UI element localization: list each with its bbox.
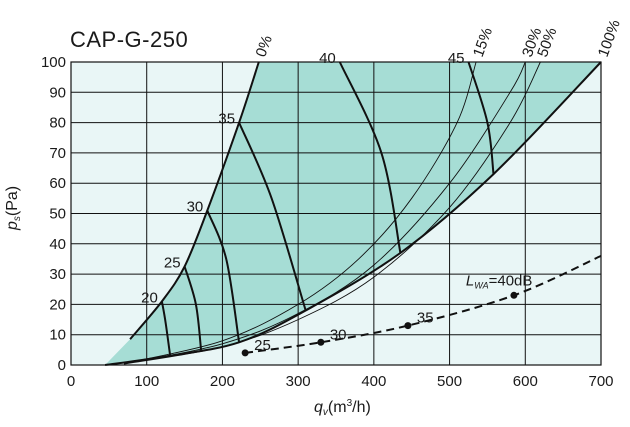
damper-curve <box>129 61 260 340</box>
y-tick-label: 60 <box>49 175 66 192</box>
chart-title: CAP-G-250 <box>70 27 189 52</box>
damper-curve-label: 15% <box>470 25 496 59</box>
noise-curve-label: 25 <box>164 255 181 272</box>
y-tick-label: 10 <box>49 327 66 344</box>
noise-curve-label: 40 <box>319 50 336 67</box>
lwa-marker-label: 30 <box>330 326 347 343</box>
noise-curve <box>467 61 495 175</box>
lwa-marker <box>510 291 518 299</box>
y-tick-label: 70 <box>49 145 66 162</box>
x-tick-label: 700 <box>588 373 613 390</box>
noise-curve <box>206 210 241 343</box>
lwa-marker <box>317 338 325 346</box>
plot-frame <box>70 61 602 366</box>
x-tick-label: 100 <box>134 373 159 390</box>
x-tick-label: 500 <box>437 373 462 390</box>
x-tick-label: 600 <box>513 373 538 390</box>
y-tick-label: 40 <box>49 236 66 253</box>
x-tick-label: 200 <box>210 373 235 390</box>
noise-curve <box>238 122 307 311</box>
lwa-marker <box>404 322 412 330</box>
x-tick-label: 300 <box>286 373 311 390</box>
y-tick-label: 0 <box>58 357 66 374</box>
noise-curve-label: 30 <box>187 198 204 215</box>
damper-curve <box>123 61 477 364</box>
lwa-marker-label: 25 <box>254 337 271 354</box>
noise-curve <box>183 266 203 352</box>
lwa-dashed-line <box>244 254 602 354</box>
noise-curve <box>338 61 402 254</box>
lwa-marker <box>241 349 249 357</box>
y-tick-label: 30 <box>49 266 66 283</box>
noise-curve-label: 35 <box>218 111 235 128</box>
x-tick-label: 0 <box>67 373 75 390</box>
y-tick-label: 100 <box>41 54 66 71</box>
noise-curve-label: 20 <box>141 289 158 306</box>
x-tick-label: 400 <box>361 373 386 390</box>
lwa-marker-label: 35 <box>417 310 434 327</box>
x-axis-label: qv(m3/h) <box>314 398 371 418</box>
damper-curve-label: 0% <box>253 33 276 59</box>
y-axis-label: ps(Pa) <box>4 185 23 230</box>
damper-curve-label: 100% <box>595 17 624 59</box>
y-tick-label: 20 <box>49 296 66 313</box>
noise-curve <box>160 301 172 357</box>
damper-curve <box>104 61 602 366</box>
lwa-label: LWA=40dB <box>466 272 532 290</box>
y-tick-label: 50 <box>49 206 66 223</box>
y-tick-label: 80 <box>49 115 66 132</box>
y-tick-label: 90 <box>49 84 66 101</box>
noise-curve-label: 45 <box>448 50 465 67</box>
damper-curve <box>123 61 526 365</box>
